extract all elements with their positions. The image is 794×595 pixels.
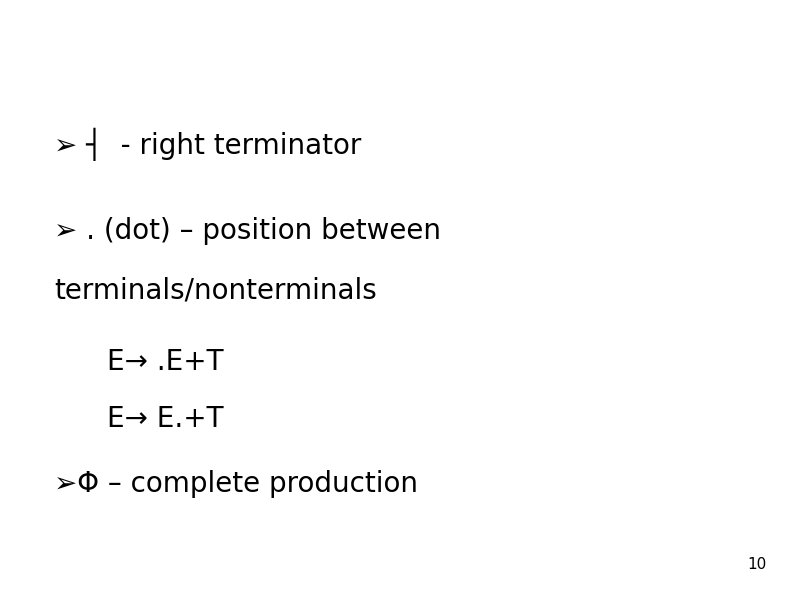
Text: ➢ . (dot) – position between: ➢ . (dot) – position between: [54, 217, 441, 245]
Text: ➢ ┤  - right terminator: ➢ ┤ - right terminator: [54, 128, 361, 161]
Text: E→ .E+T: E→ .E+T: [107, 348, 224, 376]
Text: E→ E.+T: E→ E.+T: [107, 405, 224, 433]
Text: ➢Φ – complete production: ➢Φ – complete production: [54, 470, 418, 498]
Text: 10: 10: [747, 558, 766, 572]
Text: terminals/nonterminals: terminals/nonterminals: [54, 277, 376, 305]
